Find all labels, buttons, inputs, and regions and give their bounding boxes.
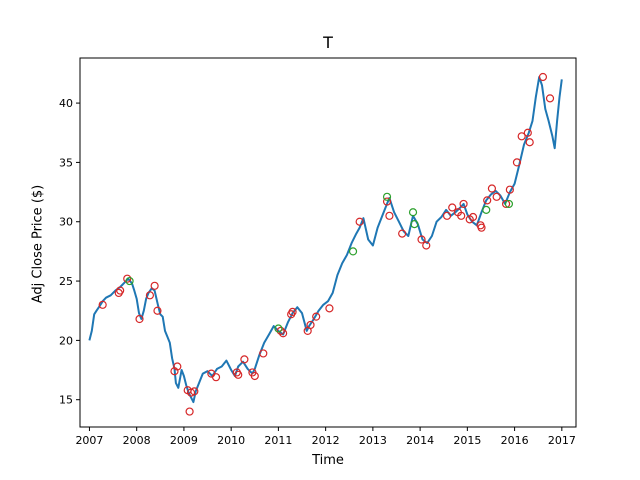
red-marker-point — [448, 203, 457, 212]
red-marker-point — [211, 373, 221, 382]
red-marker-point — [135, 314, 144, 324]
red-marker-point — [325, 304, 334, 313]
red-marker-point — [355, 217, 364, 226]
red-marker-point — [442, 211, 452, 220]
y-tick-label: 15 — [59, 394, 73, 407]
red-marker-point — [153, 306, 162, 315]
red-marker-point — [398, 229, 407, 238]
red-marker-point — [517, 132, 526, 141]
green-marker-point — [504, 199, 514, 209]
red-marker-point — [545, 94, 555, 103]
red-marker-point — [185, 407, 194, 416]
red-marker-point — [173, 362, 182, 371]
red-marker-point — [240, 355, 249, 364]
x-tick-label: 2012 — [312, 434, 340, 447]
green-marker-point — [274, 324, 283, 333]
red-marker-point — [459, 199, 468, 209]
red-marker-point — [505, 185, 514, 194]
red-marker-point — [306, 320, 315, 330]
green-marker-point — [382, 192, 392, 201]
x-tick-label: 2011 — [264, 434, 292, 447]
y-tick-label: 20 — [59, 334, 73, 347]
x-tick-label: 2016 — [501, 434, 529, 447]
green-marker-point — [408, 208, 418, 217]
red-marker-point — [145, 291, 155, 300]
red-marker-point — [492, 192, 501, 201]
red-marker-point — [250, 371, 259, 381]
red-marker-point — [116, 286, 125, 295]
red-marker-point — [525, 138, 534, 147]
red-marker-point — [190, 387, 199, 396]
red-marker-point — [538, 72, 548, 82]
red-marker-point — [487, 184, 497, 193]
x-tick-label: 2017 — [548, 434, 576, 447]
red-marker-point — [259, 349, 268, 358]
red-marker-point — [477, 223, 486, 232]
axes-frame — [79, 57, 577, 428]
x-tick-label: 2009 — [170, 434, 198, 447]
red-marker-point — [523, 128, 532, 137]
x-tick-label: 2014 — [406, 434, 434, 447]
x-tick-label: 2007 — [75, 434, 103, 447]
y-tick-label: 35 — [59, 156, 73, 169]
red-marker-point — [468, 212, 478, 222]
red-marker-point — [501, 199, 511, 209]
green-marker-point — [410, 220, 419, 229]
red-marker-point — [276, 326, 285, 335]
red-marker-point — [150, 281, 159, 290]
y-tick-label: 25 — [59, 275, 73, 288]
x-tick-label: 2010 — [217, 434, 245, 447]
chart-title: T — [323, 33, 333, 52]
red-marker-point — [512, 158, 522, 167]
red-marker-point — [279, 329, 288, 338]
red-marker-point — [288, 307, 297, 317]
red-marker-point — [483, 196, 492, 205]
x-tick-label: 2013 — [359, 434, 387, 447]
red-marker-point — [385, 211, 394, 220]
green-marker-point — [348, 247, 358, 256]
red-marker-point — [123, 274, 132, 283]
y-axis-label: Adj Close Price ($) — [30, 184, 46, 304]
red-marker-point — [234, 370, 243, 379]
red-marker-point — [457, 211, 466, 220]
x-tick-label: 2015 — [453, 434, 481, 447]
red-marker-point — [422, 241, 431, 250]
y-tick-label: 30 — [59, 216, 73, 229]
x-tick-label: 2008 — [123, 434, 151, 447]
red-marker-point — [312, 312, 321, 321]
red-marker-point — [382, 197, 392, 206]
red-marker-point — [98, 300, 107, 309]
y-tick-label: 40 — [59, 97, 73, 110]
red-marker-point — [417, 235, 426, 244]
x-axis-label: Time — [312, 453, 344, 468]
green-marker-point — [125, 276, 134, 286]
green-marker-point — [482, 205, 491, 214]
